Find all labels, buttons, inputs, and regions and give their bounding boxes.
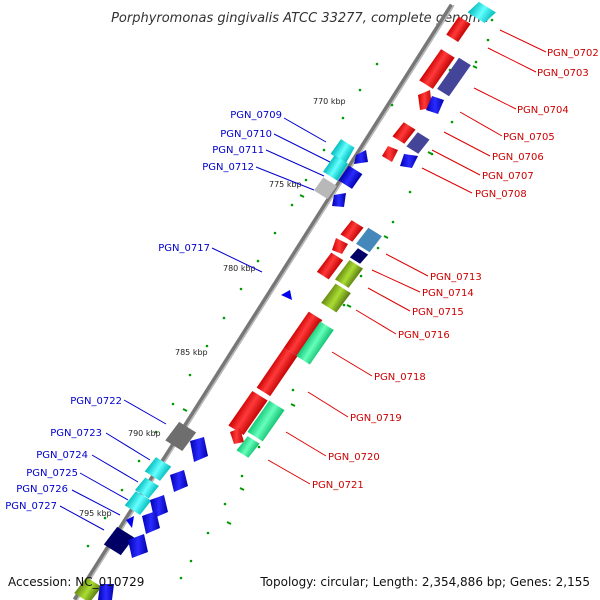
gene-label-0721[interactable]: PGN_0721 xyxy=(312,480,364,491)
gene-arrow-0726b[interactable] xyxy=(126,516,134,528)
gene-label-0710[interactable]: PGN_0710 xyxy=(220,129,272,140)
gene-block-0703[interactable] xyxy=(419,48,455,90)
gene-block-0713[interactable] xyxy=(340,219,364,243)
tick-marks xyxy=(182,65,478,525)
gene-label-0703[interactable]: PGN_0703 xyxy=(537,68,589,79)
gene-block-0724[interactable] xyxy=(135,476,159,499)
scale-label-785: 785 kbp xyxy=(175,348,208,357)
gene-arrow-0710[interactable] xyxy=(354,150,368,164)
gene-block-0713b[interactable] xyxy=(356,227,382,253)
leader-lines-right xyxy=(267,29,547,485)
gene-block-0702[interactable] xyxy=(446,16,471,43)
gene-labels-left: PGN_0709 PGN_0710 PGN_0711 PGN_0712 PGN_… xyxy=(5,110,282,512)
gene-label-0706[interactable]: PGN_0706 xyxy=(492,152,544,163)
scale-label-780: 780 kbp xyxy=(223,264,256,273)
gene-block-0720[interactable] xyxy=(228,390,268,436)
gene-arrow-0714[interactable] xyxy=(332,238,348,254)
gene-block-0702b[interactable] xyxy=(467,0,496,25)
gene-label-0723[interactable]: PGN_0723 xyxy=(50,428,102,439)
gene-block-0723[interactable] xyxy=(144,456,172,482)
gene-label-0711[interactable]: PGN_0711 xyxy=(212,145,264,156)
gene-block-0704[interactable] xyxy=(437,57,471,98)
gene-block-0711b[interactable] xyxy=(338,165,363,189)
gene-labels-right: PGN_0702 PGN_0703 PGN_0704 PGN_0705 PGN_… xyxy=(312,48,599,491)
gene-label-0726[interactable]: PGN_0726 xyxy=(16,484,68,495)
topology-text: Topology: circular; Length: 2,354,886 bp… xyxy=(259,575,590,589)
gene-features-left-strand xyxy=(74,139,368,600)
gene-block-0714b[interactable] xyxy=(349,247,369,265)
gene-arrow-0708[interactable] xyxy=(400,154,418,168)
gene-label-0714[interactable]: PGN_0714 xyxy=(422,288,474,299)
gene-arrow-0712b[interactable] xyxy=(332,193,346,207)
gene-block-0720b[interactable] xyxy=(247,400,285,443)
gene-block-0728b[interactable] xyxy=(98,584,114,600)
gene-label-0705[interactable]: PGN_0705 xyxy=(503,132,555,143)
gene-label-0727[interactable]: PGN_0727 xyxy=(5,501,57,512)
gene-label-0719[interactable]: PGN_0719 xyxy=(350,413,402,424)
gene-label-0717[interactable]: PGN_0717 xyxy=(158,243,210,254)
gene-block-0718[interactable] xyxy=(296,320,334,365)
gene-label-0709[interactable]: PGN_0709 xyxy=(230,110,282,121)
scale-label-790: 790 kbp xyxy=(128,429,161,438)
gene-label-0716[interactable]: PGN_0716 xyxy=(398,330,450,341)
gene-label-0725[interactable]: PGN_0725 xyxy=(26,468,78,479)
gene-block-0715b[interactable] xyxy=(335,259,363,289)
gene-block-0715[interactable] xyxy=(316,252,344,281)
gene-block-0716b[interactable] xyxy=(283,311,323,358)
scale-label-775: 775 kbp xyxy=(269,180,302,189)
gene-label-0702[interactable]: PGN_0702 xyxy=(547,48,599,59)
gene-arrow-0727b[interactable] xyxy=(128,534,148,558)
gene-block-0728[interactable] xyxy=(74,576,102,600)
gene-arrow-0705[interactable] xyxy=(426,96,444,114)
gene-label-0707[interactable]: PGN_0707 xyxy=(482,171,534,182)
gene-arrow-0707b[interactable] xyxy=(382,146,398,162)
gene-arrow-0720c[interactable] xyxy=(230,428,244,444)
gene-label-0704[interactable]: PGN_0704 xyxy=(517,105,569,116)
gene-block-0719[interactable] xyxy=(256,347,298,397)
gene-block-0725[interactable] xyxy=(124,490,152,516)
gene-label-0715[interactable]: PGN_0715 xyxy=(412,307,464,318)
scale-label-795: 795 kbp xyxy=(79,509,112,518)
gene-block-0727[interactable] xyxy=(103,526,135,556)
leader-lines-left xyxy=(59,117,331,531)
gene-label-0713[interactable]: PGN_0713 xyxy=(430,272,482,283)
gene-block-0711[interactable] xyxy=(323,155,349,181)
outer-tick-track xyxy=(179,38,490,580)
gene-label-0722[interactable]: PGN_0722 xyxy=(70,396,122,407)
gene-block-0721[interactable] xyxy=(236,435,260,459)
gene-features-right-strand xyxy=(228,0,496,459)
gene-label-0724[interactable]: PGN_0724 xyxy=(36,450,88,461)
gene-block-0722[interactable] xyxy=(165,421,197,452)
gene-arrow-0717[interactable] xyxy=(281,290,292,300)
gene-label-0718[interactable]: PGN_0718 xyxy=(374,372,426,383)
gene-label-0708[interactable]: PGN_0708 xyxy=(475,189,527,200)
gene-label-0720[interactable]: PGN_0720 xyxy=(328,452,380,463)
gene-arrow-0722b[interactable] xyxy=(190,437,208,462)
gene-label-0712[interactable]: PGN_0712 xyxy=(202,162,254,173)
map-title: Porphyromonas gingivalis ATCC 33277, com… xyxy=(111,11,489,26)
accession-text: Accession: NC_010729 xyxy=(8,575,144,589)
gene-block-0716[interactable] xyxy=(321,283,351,314)
gene-block-0707[interactable] xyxy=(406,131,430,155)
gene-arrow-0726[interactable] xyxy=(142,511,160,534)
scale-label-770: 770 kbp xyxy=(313,97,346,106)
gene-block-0706[interactable] xyxy=(392,121,416,145)
gene-block-0712[interactable] xyxy=(313,177,337,200)
gene-arrow-0723b[interactable] xyxy=(170,470,188,492)
